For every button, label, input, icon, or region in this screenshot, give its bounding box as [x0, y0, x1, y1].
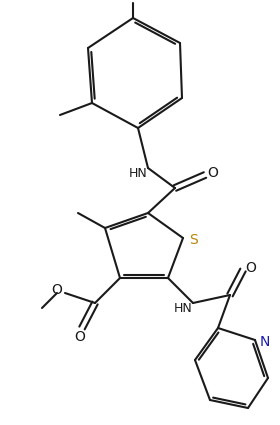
Text: S: S [189, 233, 197, 247]
Text: O: O [246, 261, 256, 275]
Text: O: O [207, 166, 218, 180]
Text: O: O [52, 283, 62, 297]
Text: HN: HN [129, 167, 147, 179]
Text: O: O [74, 330, 85, 344]
Text: HN: HN [174, 301, 192, 314]
Text: N: N [260, 335, 270, 349]
